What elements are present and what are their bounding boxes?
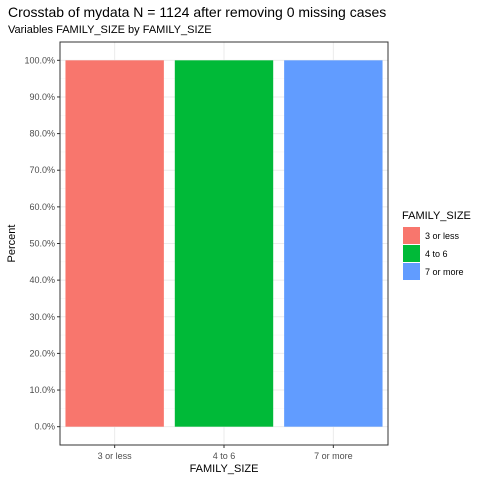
y-tick-label: 20.0% (29, 348, 55, 358)
y-tick-label: 10.0% (29, 385, 55, 395)
chart-subtitle: Variables FAMILY_SIZE by FAMILY_SIZE (8, 24, 212, 36)
legend-label: 7 or more (425, 267, 464, 277)
bars (65, 60, 383, 427)
legend-key (403, 227, 420, 244)
y-axis-title: Percent (6, 225, 18, 263)
y-tick-label: 90.0% (29, 92, 55, 102)
legend-key (403, 245, 420, 262)
bar (174, 60, 274, 427)
y-tick-label: 30.0% (29, 312, 55, 322)
x-tick-label: 4 to 6 (213, 451, 236, 461)
chart-title: Crosstab of mydata N = 1124 after removi… (8, 4, 387, 20)
y-tick-label: 100.0% (24, 55, 55, 65)
y-tick-label: 50.0% (29, 239, 55, 249)
y-tick-label: 80.0% (29, 129, 55, 139)
bar (65, 60, 164, 427)
legend-label: 4 to 6 (425, 249, 448, 259)
y-tick-label: 40.0% (29, 275, 55, 285)
legend-title: FAMILY_SIZE (402, 210, 471, 222)
y-axis-ticks: 0.0% 10.0% 20.0% 30.0% 40.0% 50.0% 60.0% 70.0% 8… (24, 55, 60, 432)
legend-label: 3 or less (425, 231, 460, 241)
y-tick-label: 0.0% (34, 422, 55, 432)
legend: FAMILY_SIZE 3 or less 4 to 6 7 or more (402, 210, 471, 280)
x-axis-ticks: 3 or less 4 to 6 7 or more (98, 445, 353, 461)
x-axis-title: FAMILY_SIZE (190, 463, 259, 475)
x-tick-label: 3 or less (98, 451, 133, 461)
x-tick-label: 7 or more (314, 451, 353, 461)
y-tick-label: 70.0% (29, 165, 55, 175)
bar (284, 60, 383, 427)
legend-key (403, 263, 420, 280)
y-tick-label: 60.0% (29, 202, 55, 212)
